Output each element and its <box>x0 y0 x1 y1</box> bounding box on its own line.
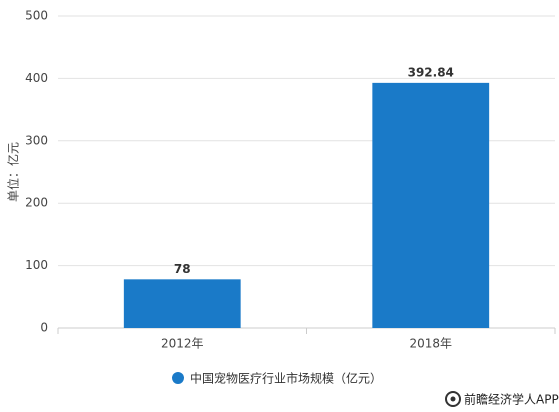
x-tick-label: 2012年 <box>161 337 204 351</box>
value-label: 392.84 <box>408 65 454 79</box>
logo-dot <box>450 396 456 402</box>
footer-logo <box>445 391 461 407</box>
legend-marker <box>172 372 184 384</box>
y-axis-title: 单位：亿元 <box>6 142 21 202</box>
legend-label: 中国宠物医疗行业市场规模（亿元） <box>190 371 382 386</box>
y-tick-label: 100 <box>25 258 48 272</box>
logo-ring <box>445 391 461 407</box>
y-tick-label: 300 <box>25 133 48 147</box>
y-tick-label: 0 <box>40 321 48 335</box>
footer-text: 前瞻经济学人APP <box>464 392 559 407</box>
value-label: 78 <box>174 262 191 276</box>
y-tick-label: 400 <box>25 71 48 85</box>
bar <box>123 279 241 328</box>
y-tick-label: 500 <box>25 9 48 23</box>
x-tick-label: 2018年 <box>409 337 452 351</box>
y-tick-label: 200 <box>25 196 48 210</box>
bar <box>372 82 490 328</box>
